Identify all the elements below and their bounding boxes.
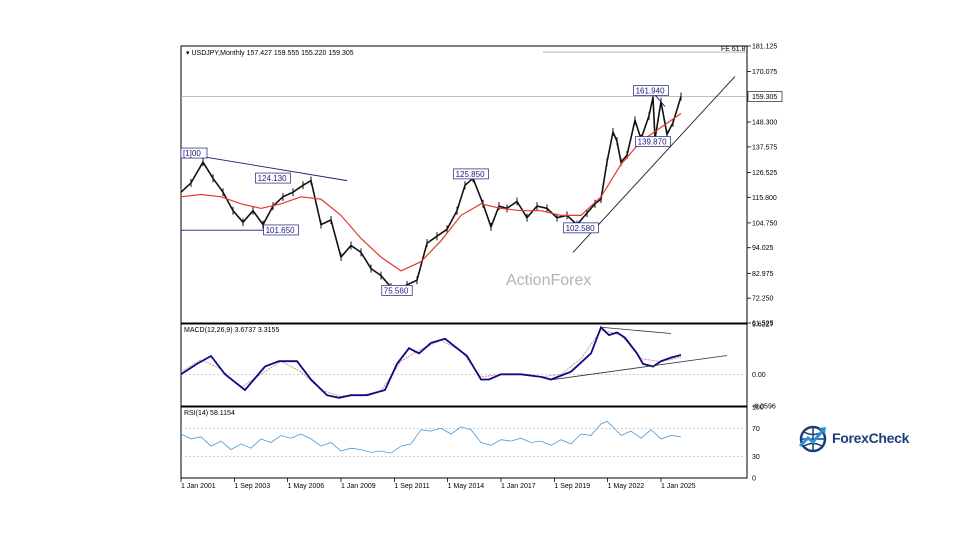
x-tick-label: 1 Sep 2011 [394,483,429,490]
annotation-label: 75.560 [384,286,409,295]
annotation-box [633,85,669,96]
price-y-label: 72.250 [752,296,774,303]
rsi-y-label: 100 [752,405,764,412]
downtrend-line [180,152,348,182]
price-y-label: 137.575 [752,144,777,151]
annotation-label: 101.650 [266,226,295,235]
rsi-y-label: 70 [752,426,760,433]
rsi-panel [180,406,748,479]
x-tick-label: 1 Sep 2003 [234,483,270,490]
annotation-label: 125.850 [456,170,485,179]
macd-support-line [552,355,728,380]
macd-line [180,325,682,399]
rsi-y-label: 0 [752,476,756,483]
price-y-label: 148.300 [752,120,777,127]
macd-resistance-line [600,326,672,334]
rsi-header: RSI(14) 58.1154 [184,410,235,417]
moving-average-line [180,113,682,272]
macd-y-label: 9.6227 [752,322,774,329]
macd-y-label: -6.0596 [752,404,776,411]
macd-header: MACD(12,26,9) 3.6737 3.3155 [184,327,279,334]
annotation-label: 124.130 [258,174,287,183]
rsi-plot [180,420,747,458]
annotation-box [255,172,291,184]
macd-signal-line [180,329,682,397]
forexcheck-logo: ForexCheck [798,424,928,454]
x-tick-label: 1 May 2014 [448,483,485,490]
brand-name: ForexCheck [832,430,910,446]
globe-icon [798,425,827,453]
annotation-box [453,168,489,180]
x-tick-label: 1 Jan 2001 [181,483,216,490]
rsi-line [180,420,682,454]
price-y-label: 170.075 [752,69,777,76]
price-y-label: 126.525 [752,170,777,177]
uptrend-line [572,76,736,253]
price-plot: [1]00 124.130 101.650 125.850 75.560 102.580 1… [180,46,747,296]
watermark: ActionForex [506,272,591,289]
annotation-label: 139.870 [638,137,667,146]
annotation-box [381,285,413,296]
rsi-y-label: 30 [752,454,760,461]
price-y-label: 94.025 [752,245,774,252]
annotation-label: 161.940 [636,87,665,96]
annotation-label: [1]00 [183,149,201,158]
fe-label: FE 61.8 [721,46,746,53]
x-tick-label: 1 Jan 2017 [501,483,536,490]
macd-plot [180,325,747,399]
annotation-box [563,222,599,234]
annotation-label: 102.580 [566,224,595,233]
annotation-box [180,147,208,159]
last-price-box [747,91,783,102]
x-tick-label: 1 May 2022 [608,483,645,490]
price-y-label: 181.125 [752,44,777,51]
axes: 181.125 170.075 159.305 148.300 137.575 126.5… [180,44,783,490]
x-tick-label: 1 Sep 2019 [554,483,590,490]
price-y-label: 82.975 [752,271,774,278]
macd-panel [180,323,748,407]
x-tick-label: 1 Jan 2009 [341,483,376,490]
annotation-box [263,224,299,236]
annotation-box [635,136,671,147]
price-y-label: 104.750 [752,220,777,227]
macd-y-label: 0.00 [752,372,766,379]
price-header: ▾ USDJPY,Monthly 157.427 159.555 155.220… [186,50,354,57]
x-tick-label: 1 Jan 2025 [661,483,696,490]
price-y-label: 159.305 [752,94,777,101]
x-tick-label: 1 May 2006 [288,483,325,490]
price-y-label: 115.800 [752,195,777,202]
price-y-label: 61.525 [752,321,774,328]
